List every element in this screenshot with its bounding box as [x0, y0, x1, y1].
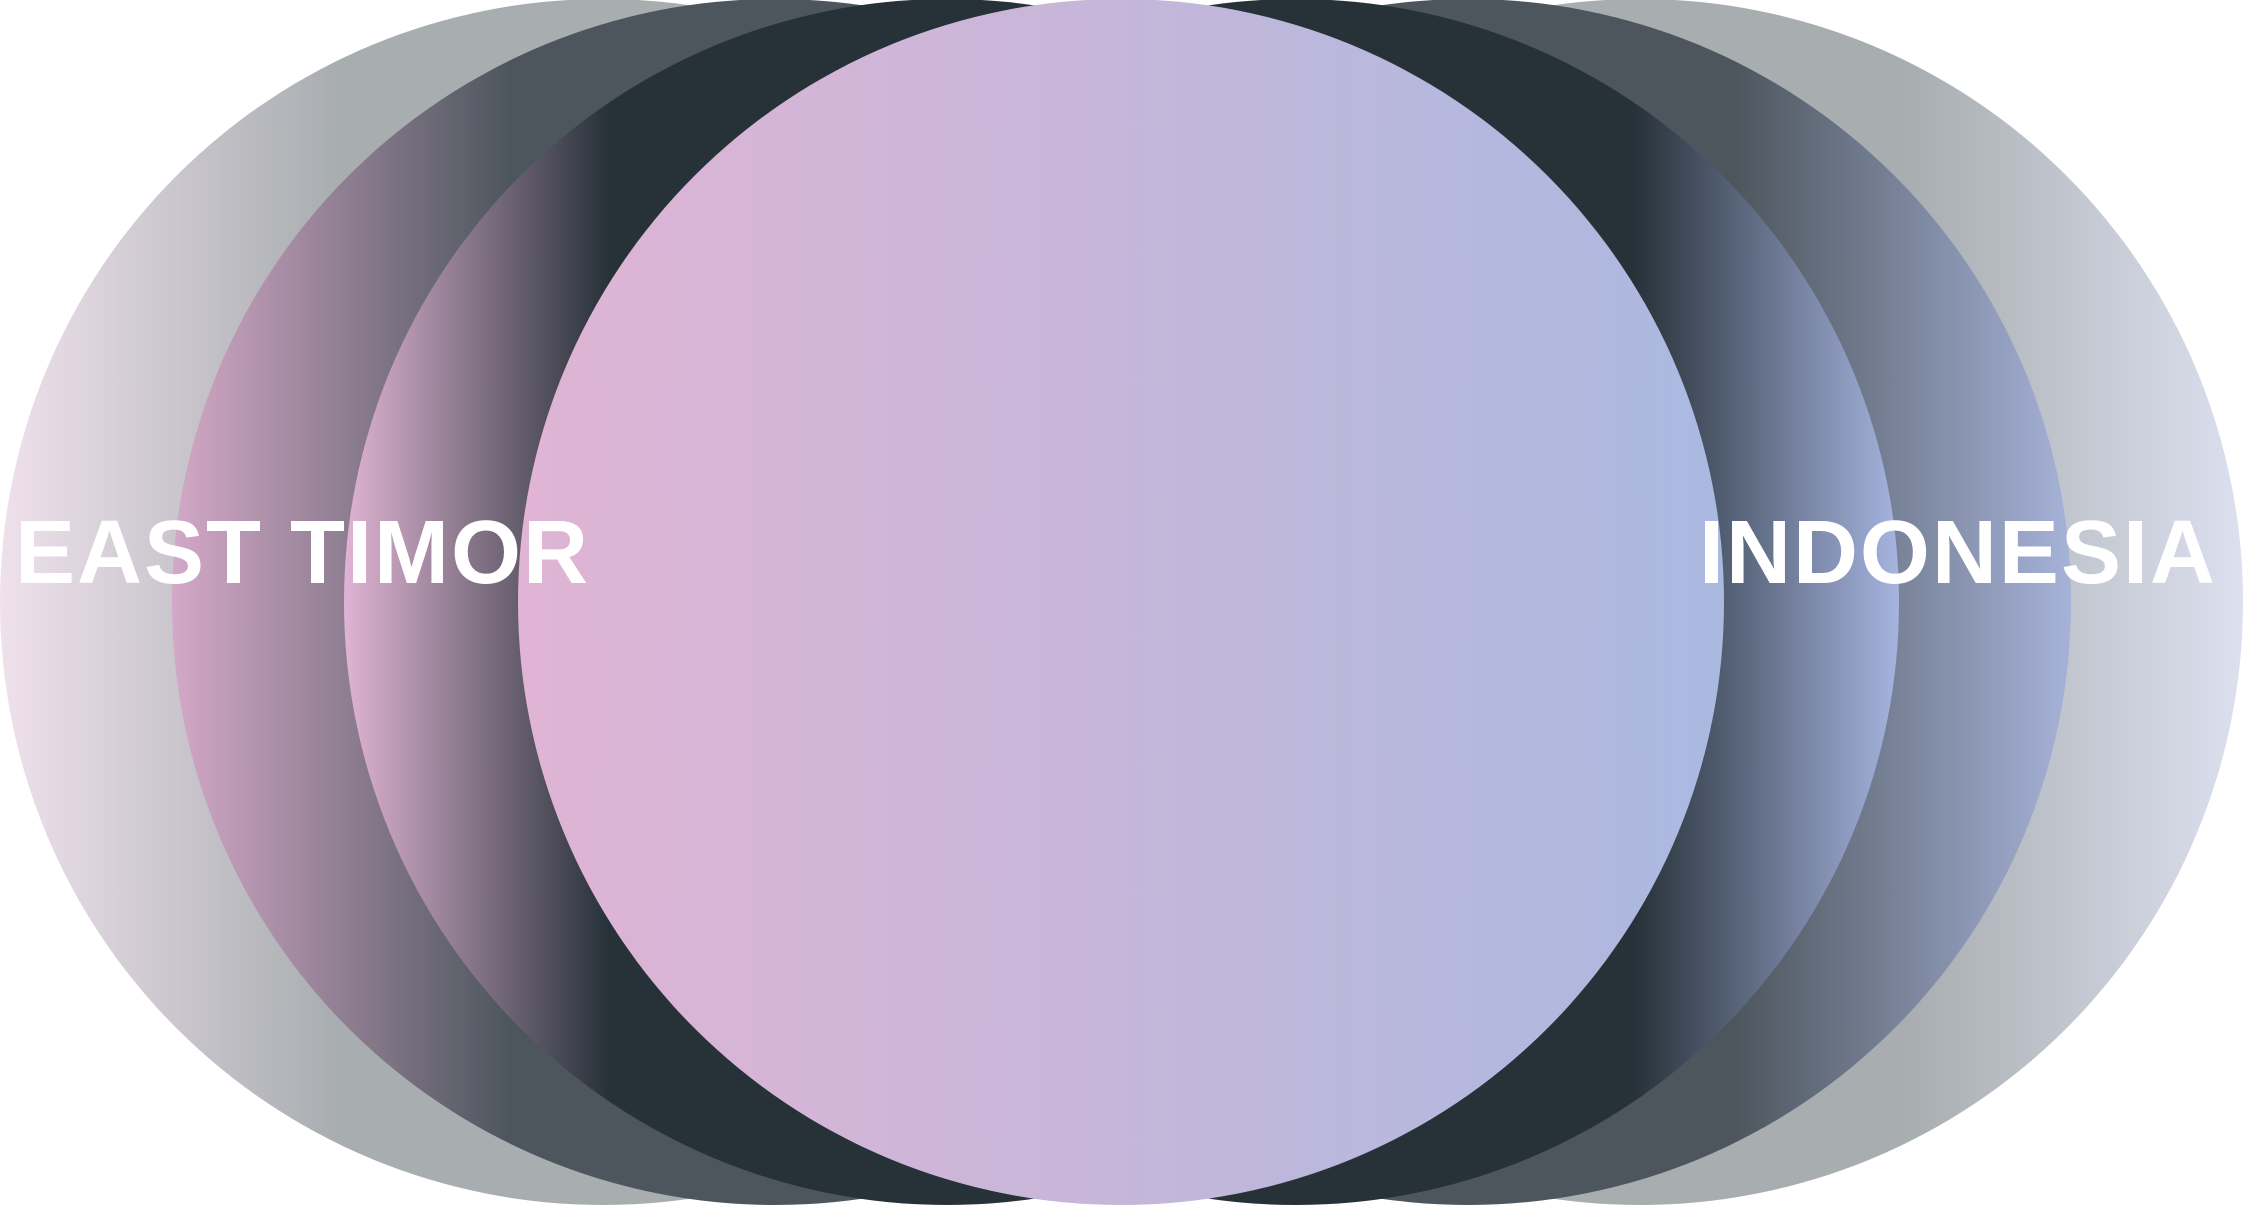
label-east-timor: EAST TIMOR	[15, 503, 590, 603]
label-indonesia: INDONESIA	[1698, 503, 2217, 603]
circle-center	[518, 0, 1724, 1205]
